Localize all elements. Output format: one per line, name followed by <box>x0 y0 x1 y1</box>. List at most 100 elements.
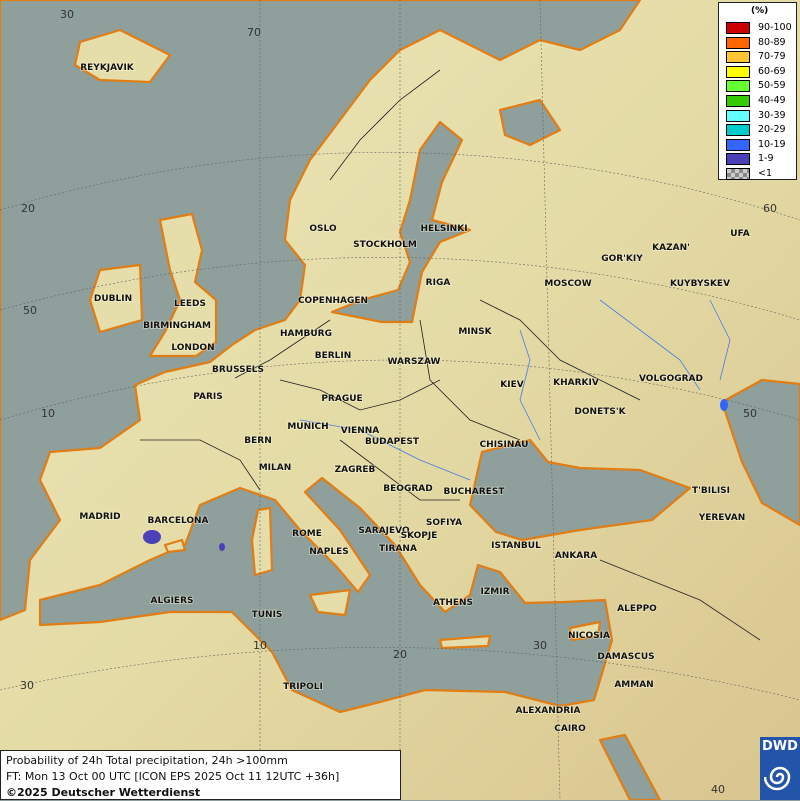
city-label: KAZAN' <box>652 243 690 253</box>
balearic-islands <box>163 538 187 554</box>
city-label: T'BILISI <box>692 486 730 496</box>
legend-item: 70-79 <box>726 51 796 64</box>
legend-item: 30-39 <box>726 109 796 123</box>
legend-label: 40-49 <box>758 95 786 106</box>
city-label: KIEV <box>500 380 523 390</box>
legend-item: 40-49 <box>726 95 796 108</box>
precip-area-valencia <box>143 530 161 544</box>
forecast-time: FT: Mon 13 Oct 00 UTC [ICON EPS 2025 Oct… <box>6 770 340 783</box>
city-label: ANKARA <box>555 551 597 561</box>
graticule-label: 10 <box>253 639 267 652</box>
city-label: CAIRO <box>554 724 586 734</box>
graticule-label: 30 <box>20 679 34 692</box>
graticule-label: 20 <box>21 202 35 215</box>
city-label: STOCKHOLM <box>353 240 417 250</box>
city-label: MINSK <box>458 327 492 337</box>
swirl-icon <box>764 766 791 791</box>
city-label: KUYBYSKEV <box>670 279 730 289</box>
city-label: TUNIS <box>252 610 283 620</box>
legend-label: 70-79 <box>758 51 786 63</box>
city-label: ZAGREB <box>335 465 376 475</box>
legend-label: 90-100 <box>758 22 792 33</box>
dwd-logo: DWD <box>760 737 800 800</box>
legend-item: 10-19 <box>726 138 796 152</box>
legend-swatch <box>726 168 750 180</box>
city-label: BERLIN <box>315 351 352 361</box>
city-label: KHARKIV <box>553 378 599 388</box>
city-label: BRUSSELS <box>212 365 264 375</box>
legend-swatch <box>726 153 750 166</box>
city-label: OSLO <box>309 224 337 234</box>
graticule-label: 30 <box>533 639 547 652</box>
graticule-label: 30 <box>60 8 74 21</box>
islands <box>73 28 602 650</box>
legend-item: 1-9 <box>726 153 796 166</box>
city-label: LEEDS <box>174 299 206 309</box>
city-label: COPENHAGEN <box>298 296 368 306</box>
city-label: DONETS'K <box>574 407 626 417</box>
caspian-sea <box>720 378 800 527</box>
legend-label: 20-29 <box>758 124 786 136</box>
legend-item: <1 <box>726 168 796 181</box>
city-label: TRIPOLI <box>283 682 323 692</box>
legend-title: (%) <box>751 6 769 16</box>
graticule-label: 50 <box>23 304 37 317</box>
city-label: UFA <box>730 229 749 239</box>
sicily <box>308 588 352 617</box>
city-label: VOLGOGRAD <box>639 374 703 384</box>
copyright: ©2025 Deutscher Wetterdienst <box>6 786 201 799</box>
rivers <box>299 299 731 481</box>
city-label: NICOSIA <box>568 631 610 641</box>
city-label: MOSCOW <box>544 279 591 289</box>
legend-swatch <box>726 51 750 64</box>
red-sea <box>598 733 662 800</box>
logo-text: DWD <box>762 739 798 754</box>
city-label: CHISINAU <box>480 440 529 450</box>
legend-label: 10-19 <box>758 138 786 150</box>
corsica-sardinia <box>250 506 274 577</box>
city-label: PARIS <box>193 392 223 402</box>
legend-swatch <box>726 80 750 93</box>
city-label: NAPLES <box>309 547 348 557</box>
city-label: WARSZAW <box>388 357 441 367</box>
legend-swatch <box>726 36 750 49</box>
atlantic-ocean <box>0 0 642 622</box>
city-label: SOFIYA <box>426 518 462 528</box>
legend-swatch <box>726 138 750 151</box>
legend-label: <1 <box>758 168 773 179</box>
city-label: ALGIERS <box>151 596 194 606</box>
graticule-label: 10 <box>41 407 55 420</box>
city-label: DAMASCUS <box>597 652 654 662</box>
city-label: MUNICH <box>287 422 328 432</box>
city-label: ISTANBUL <box>491 541 541 551</box>
white-sea <box>498 98 562 147</box>
city-label: SARAJEVO <box>358 526 410 536</box>
legend-swatch <box>726 95 750 107</box>
legend-label: 60-69 <box>758 65 786 77</box>
ireland <box>88 263 144 334</box>
city-label: VIENNA <box>341 426 380 436</box>
iceland <box>73 28 172 84</box>
legend: (%) 90-100 80-89 70-79 60-69 50-59 40-49 30-39… <box>718 2 797 180</box>
city-label: SKOPJE <box>401 531 438 541</box>
legend-item: 20-29 <box>726 124 796 137</box>
city-label: IZMIR <box>480 587 509 597</box>
city-label: ALEXANDRIA <box>516 706 581 716</box>
legend-label: 80-89 <box>758 36 786 48</box>
city-label: TIRANA <box>379 544 417 554</box>
city-label: MADRID <box>79 512 120 522</box>
legend-item: 90-100 <box>726 22 796 35</box>
baltic-sea <box>330 120 472 324</box>
city-label: PRAGUE <box>321 394 362 404</box>
city-label: BERN <box>244 436 271 446</box>
city-label: MILAN <box>259 463 292 473</box>
graticule-label: 40 <box>711 783 725 796</box>
legend-label: 1-9 <box>758 153 774 165</box>
borders <box>140 69 761 641</box>
city-label: BARCELONA <box>147 516 208 526</box>
product-title: Probability of 24h Total precipitation, … <box>6 754 288 767</box>
legend-item: 60-69 <box>726 65 796 79</box>
city-label: GOR'KIY <box>601 254 643 264</box>
